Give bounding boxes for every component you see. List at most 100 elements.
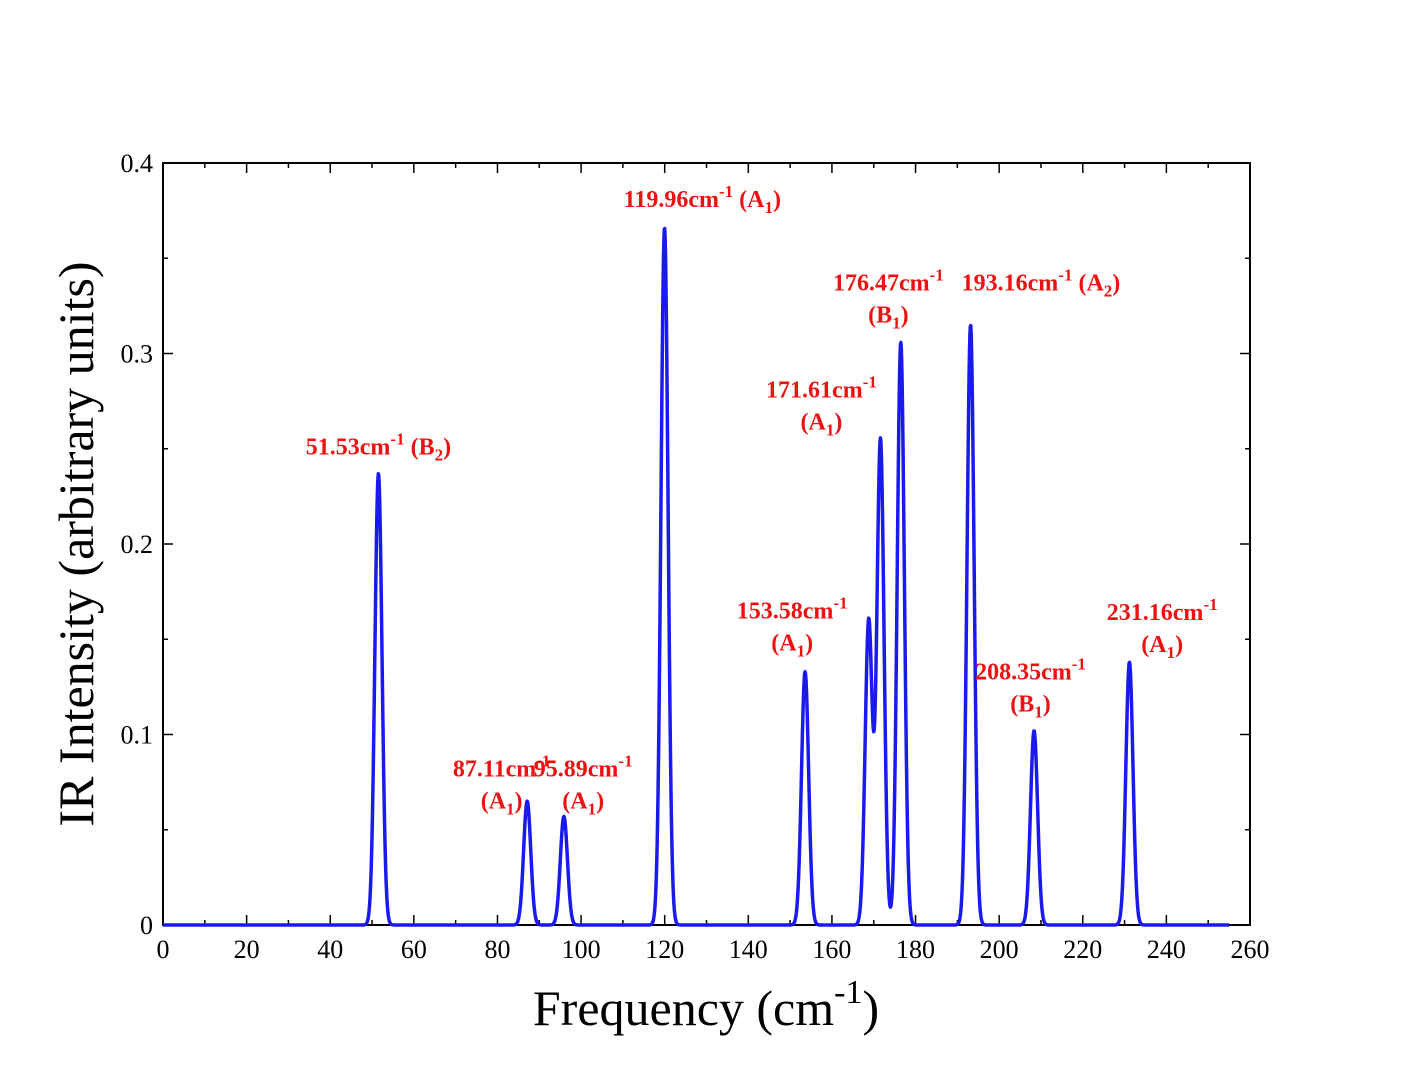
peak-mode-close: ) [1112, 271, 1120, 297]
peak-mode-close: ) [901, 303, 909, 329]
peak-label: 95.89cm-1 (A1) [534, 751, 633, 818]
peak-frequency-sup: -1 [618, 751, 632, 770]
x-tick-label: 40 [317, 935, 343, 964]
peak-label-text: 193.16cm-1 (A2) [962, 266, 1121, 301]
x-tick-label: 240 [1147, 935, 1186, 964]
peak-frequency-text: 153.58cm-1 [737, 593, 848, 624]
peak-frequency-sup: -1 [930, 266, 944, 285]
x-tick-label: 180 [896, 935, 935, 964]
peak-mode-close: ) [515, 788, 523, 814]
peak-frequency: 193.16cm [962, 271, 1059, 297]
peak-frequency-sup: -1 [863, 372, 877, 391]
peak-label-text: 119.96cm-1 (A1) [624, 182, 781, 217]
peak-label: 231.16cm-1 (A1) [1107, 595, 1218, 662]
peak-mode-subscript: 1 [588, 799, 597, 818]
peak-label: 176.47cm-1 (B1) [833, 266, 944, 333]
peak-mode-text: (A1) [481, 788, 523, 818]
peak-label: 119.96cm-1 (A1) [624, 182, 781, 217]
x-tick-label: 80 [484, 935, 510, 964]
peak-frequency-text: 208.35cm-1 [975, 654, 1086, 685]
x-tick-label: 200 [980, 935, 1019, 964]
y-tick-label: 0.1 [121, 721, 154, 750]
peak-mode-open: (A [771, 630, 797, 656]
peak-frequency: 231.16cm [1107, 600, 1204, 626]
peak-mode-subscript: 2 [435, 445, 444, 464]
peak-frequency-sup: -1 [1203, 595, 1217, 614]
x-axis-title-sup: -1 [834, 974, 862, 1011]
peak-mode-open: (A [1078, 271, 1104, 297]
peak-frequency-text: 171.61cm-1 [766, 372, 877, 403]
peak-frequency-text: 231.16cm-1 [1107, 595, 1218, 626]
y-axis-ticks: 0 0.1 0.2 0.3 0.4 [121, 149, 1250, 940]
peak-frequency: 176.47cm [833, 271, 930, 297]
peak-frequency: 119.96cm [624, 187, 719, 213]
y-axis-title: IR Intensity (arbitrary units) [48, 261, 104, 826]
peak-frequency: 208.35cm [975, 659, 1072, 685]
peak-label-text: 51.53cm-1 (B2) [306, 429, 451, 464]
peak-label: 171.61cm-1 (A1) [766, 372, 877, 439]
y-tick-label: 0.4 [121, 149, 154, 178]
peak-frequency-text: 176.47cm-1 [833, 266, 944, 297]
peak-mode-close: ) [596, 788, 604, 814]
peak-frequency-sup: -1 [1058, 266, 1072, 285]
peak-mode-open: (A [562, 788, 588, 814]
peak-mode-text: (A1) [771, 630, 813, 660]
peak-mode-text: (A1) [1141, 632, 1183, 662]
peak-mode-open: (A [801, 409, 827, 435]
peak-frequency-text: 87.11cm-1 [453, 751, 551, 782]
peak-mode-subscript: 1 [764, 198, 773, 217]
peak-label: 208.35cm-1 (B1) [975, 654, 1086, 721]
peak-label: 193.16cm-1 (A2) [962, 266, 1121, 301]
peak-label: 153.58cm-1 (A1) [737, 593, 848, 660]
peak-mode-open: (A [481, 788, 507, 814]
peak-frequency: 51.53cm [306, 434, 391, 460]
peak-mode-text: (B1) [868, 303, 909, 333]
peak-frequency: 87.11cm [453, 756, 536, 782]
x-tick-label: 220 [1063, 935, 1102, 964]
peak-annotations: 51.53cm-1 (B2)87.11cm-1(A1)95.89cm-1(A1)1… [306, 182, 1218, 819]
x-tick-label: 140 [729, 935, 768, 964]
x-tick-label: 260 [1231, 935, 1270, 964]
x-axis-title: Frequency (cm-1) [533, 974, 879, 1036]
peak-mode-open: (A [739, 187, 765, 213]
y-tick-label: 0.3 [121, 340, 154, 369]
peak-mode-open: (B [868, 303, 892, 329]
peak-frequency-sup: -1 [833, 593, 847, 612]
peak-mode-close: ) [834, 409, 842, 435]
peak-mode-subscript: 1 [797, 641, 806, 660]
peak-mode-text: (A1) [801, 409, 843, 439]
peak-mode-close: ) [443, 434, 451, 460]
peak-mode-subscript: 2 [1104, 282, 1113, 301]
peak-mode-text: (A1) [562, 788, 604, 818]
x-tick-label: 60 [401, 935, 427, 964]
peak-frequency-sup: -1 [390, 429, 404, 448]
peak-mode-close: ) [1175, 632, 1183, 658]
peak-frequency: 171.61cm [766, 377, 863, 403]
peak-mode-subscript: 1 [1034, 702, 1043, 721]
x-axis-ticks: 0 20 40 60 80 100 120 140 160 180 200 220 240 260 [157, 163, 1270, 964]
peak-frequency-sup: -1 [1072, 654, 1086, 673]
x-tick-label: 120 [645, 935, 684, 964]
peak-mode-close: ) [773, 187, 781, 213]
peak-frequency-text: 95.89cm-1 [534, 751, 633, 782]
peak-mode-open: (B [411, 434, 435, 460]
spectrum-series-line [161, 226, 1231, 927]
peak-mode-subscript: 1 [892, 314, 901, 333]
peak-label: 87.11cm-1 (A1) [453, 751, 551, 818]
x-tick-label: 100 [562, 935, 601, 964]
peak-frequency-sup: -1 [719, 182, 733, 201]
peak-mode-text: (B1) [1010, 691, 1051, 721]
peak-mode-close: ) [805, 630, 813, 656]
peak-mode-close: ) [1043, 691, 1051, 717]
peak-mode-open: (B [1010, 691, 1034, 717]
peak-mode-subscript: 1 [506, 799, 515, 818]
peak-label: 51.53cm-1 (B2) [306, 429, 451, 464]
peak-frequency: 95.89cm [534, 756, 619, 782]
peak-mode-subscript: 1 [826, 420, 835, 439]
peak-frequency: 153.58cm [737, 598, 834, 624]
x-tick-label: 160 [812, 935, 851, 964]
x-tick-label: 20 [234, 935, 260, 964]
y-tick-label: 0 [140, 911, 153, 940]
peak-mode-subscript: 1 [1167, 643, 1176, 662]
